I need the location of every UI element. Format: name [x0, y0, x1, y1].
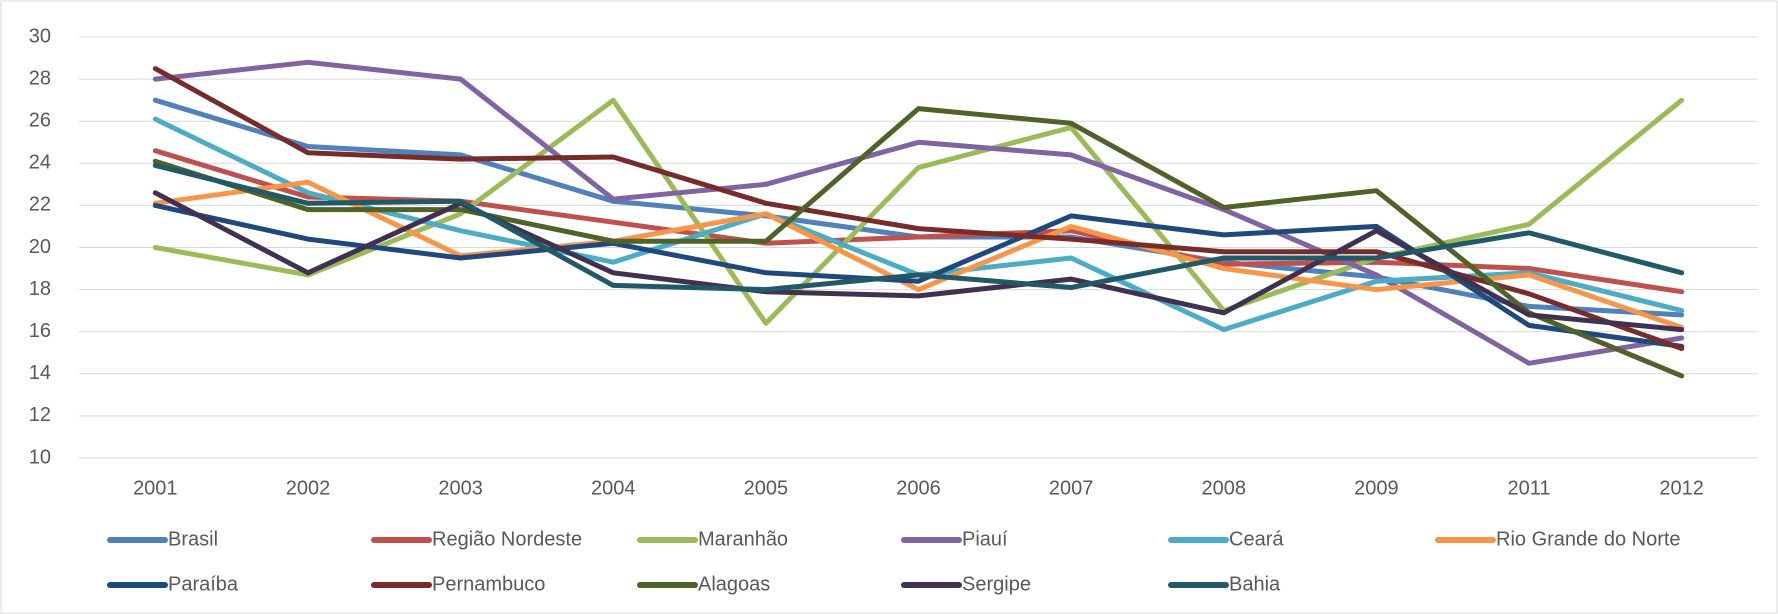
x-tick-label: 2004 [591, 477, 636, 499]
legend-label: Ceará [1229, 528, 1284, 550]
x-tick-label: 2006 [896, 477, 941, 499]
y-tick-label: 22 [29, 194, 51, 216]
legend-label: Pernambuco [432, 573, 545, 595]
y-tick-label: 18 [29, 278, 51, 300]
legend-label: Brasil [168, 528, 218, 550]
x-tick-label: 2011 [1508, 477, 1551, 499]
series-line [152, 190, 1685, 333]
y-tick-label: 12 [29, 404, 51, 426]
series-line [152, 97, 1685, 326]
x-tick-label: 2001 [133, 477, 178, 499]
legend-label: Rio Grande do Norte [1496, 528, 1681, 550]
y-tick-label: 30 [29, 25, 51, 47]
legend-label: Piauí [962, 528, 1008, 550]
x-tick-label: 2008 [1202, 477, 1247, 499]
x-tick-label: 2007 [1049, 477, 1094, 499]
series-line [152, 162, 1685, 293]
legend-label: Região Nordeste [432, 528, 582, 550]
legend-label: Bahia [1229, 573, 1281, 595]
y-tick-label: 14 [29, 362, 51, 384]
series-line [152, 106, 1685, 379]
x-tick-label: 2005 [744, 477, 789, 499]
x-tick-label: 2012 [1659, 477, 1704, 499]
series-line [152, 66, 1685, 351]
x-tick-label: 2002 [286, 477, 331, 499]
x-tick-label: 2009 [1354, 477, 1399, 499]
legend-label: Paraíba [168, 573, 239, 595]
y-tick-label: 26 [29, 109, 51, 131]
series-line [152, 59, 1685, 366]
legend-label: Alagoas [698, 573, 770, 595]
y-tick-label: 20 [29, 236, 51, 258]
series-line [152, 179, 1685, 330]
y-tick-label: 10 [29, 446, 51, 468]
legend-label: Maranhão [698, 528, 788, 550]
y-tick-label: 28 [29, 67, 51, 89]
y-tick-label: 16 [29, 320, 51, 342]
legend-label: Sergipe [962, 573, 1031, 595]
y-tick-label: 24 [29, 152, 51, 174]
x-tick-label: 2003 [438, 477, 483, 499]
